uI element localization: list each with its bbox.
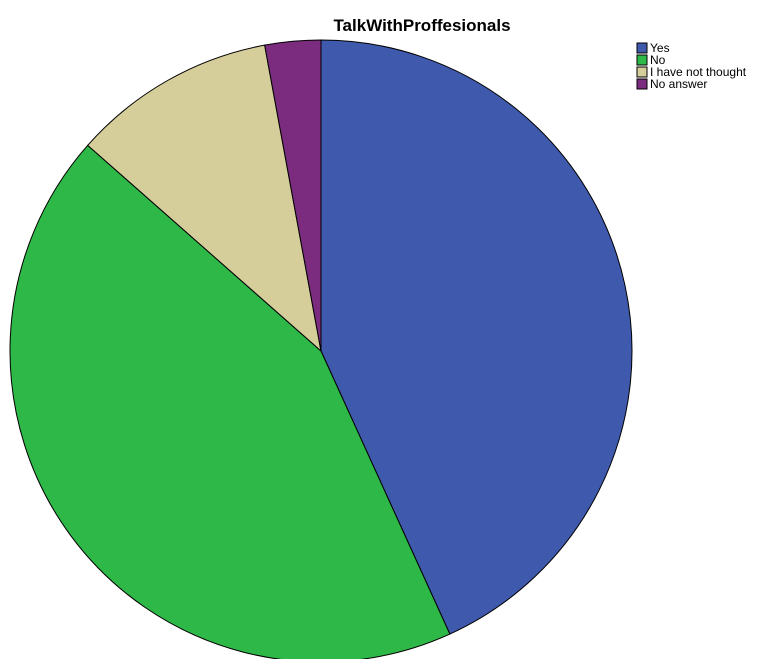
pie-slices [9,39,633,659]
pie-slice-yes [320,39,633,635]
legend-swatch-no [636,54,648,66]
pie-slice-i-have-not-thought [87,44,322,353]
legend-label-yes: Yes [650,41,670,55]
legend-swatch-i-have-not-thought [636,66,648,78]
legend-label-no-answer: No answer [650,77,707,91]
pie-slice-no [9,144,451,659]
legend-swatch-no-answer [636,78,648,90]
legend-label-no: No [650,53,666,67]
legend-label-i-have-not-thought: I have not thought [650,65,747,79]
chart-title: TalkWithProffesionals [333,16,510,35]
pie-slice-no-answer [264,39,322,352]
legend-swatch-yes [636,42,648,54]
